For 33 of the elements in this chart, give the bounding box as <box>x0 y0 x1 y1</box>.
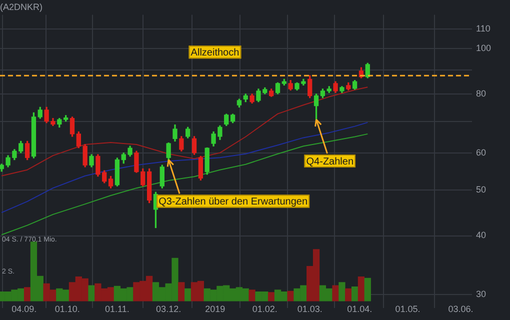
bar <box>358 276 365 302</box>
x-tick-label: 03.06. <box>448 304 474 314</box>
x-tick-label: 01.03. <box>297 304 322 314</box>
x-tick-label: 01.11. <box>105 304 130 314</box>
bar <box>345 288 352 302</box>
y-tick-label: 30 <box>476 289 486 300</box>
y-tick-label: 110 <box>476 23 490 34</box>
bar <box>24 287 31 302</box>
annotation: Q3-Zahlen über den Erwartungen <box>158 196 308 208</box>
bar <box>248 290 256 302</box>
y-tick-label: 80 <box>476 88 486 98</box>
x-tick-label: 01.05. <box>395 304 420 314</box>
y-tick-label: 100 <box>476 42 492 53</box>
annotation: Q4-Zahlen <box>306 156 354 168</box>
bar <box>88 285 95 302</box>
x-tick-label: 01.02. <box>252 304 278 314</box>
bar <box>268 292 275 302</box>
y-tick-label: 50 <box>476 184 486 195</box>
bar <box>351 286 358 302</box>
bar <box>184 288 192 302</box>
x-tick-label: 2019 <box>205 304 226 314</box>
x-tick-label: 01.10. <box>54 304 80 314</box>
ref-line-label: Allzeithoch <box>190 47 240 58</box>
y-tick-label: 40 <box>476 230 486 240</box>
bar <box>178 282 185 302</box>
bar <box>338 282 346 302</box>
bar <box>364 278 371 302</box>
x-tick-label: 01.04. <box>347 304 372 314</box>
x-tick-label: 03.12. <box>156 304 182 314</box>
bar <box>332 285 339 302</box>
x-tick-label: 04.09. <box>12 304 37 314</box>
chart-title: (A2DNKR) <box>0 2 43 12</box>
y-tick-label: 60 <box>476 147 486 158</box>
